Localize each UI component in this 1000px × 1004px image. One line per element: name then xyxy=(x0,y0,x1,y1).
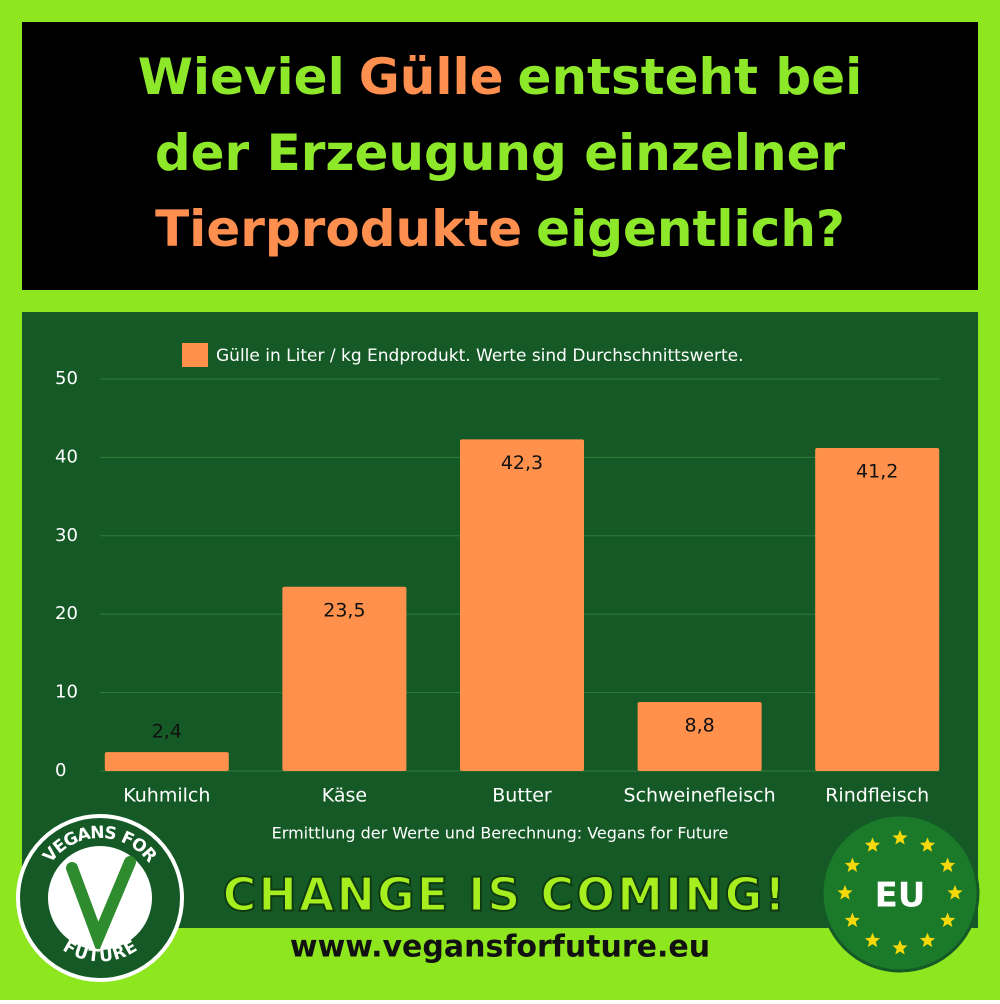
title-segment: der Erzeugung einzelner xyxy=(155,124,846,182)
value-label: 23,5 xyxy=(323,599,365,621)
x-tick-label: Käse xyxy=(322,785,367,807)
bar xyxy=(282,586,407,771)
title-box xyxy=(22,22,978,290)
y-tick-label: 0 xyxy=(55,760,66,781)
star xyxy=(940,912,956,927)
bar xyxy=(637,702,762,771)
value-label: 41,2 xyxy=(856,460,898,482)
title-segment: entsteht bei xyxy=(518,48,863,106)
url: www.vegansforfuture.eu xyxy=(290,930,710,965)
title: Wieviel Gülle entsteht bei der Erzeugung ei… xyxy=(138,48,863,258)
star xyxy=(864,837,881,852)
star xyxy=(919,837,936,852)
chart: 0 10 20 30 40 50 Gülle in Liter / kg Endproduk… xyxy=(55,343,940,807)
title-segment: Wieviel xyxy=(138,48,345,106)
star xyxy=(947,885,963,900)
slogan: CHANGE IS COMING! xyxy=(223,868,788,922)
title-segment: Gülle xyxy=(359,48,504,106)
y-tick-label: 10 xyxy=(55,682,78,703)
value-label: 42,3 xyxy=(501,452,543,474)
legend-swatch xyxy=(182,343,208,367)
eu-badge: EU xyxy=(820,813,980,973)
title-line: Tierprodukte eigentlich? xyxy=(155,200,845,258)
y-tick-label: 50 xyxy=(55,368,78,389)
bar xyxy=(815,447,940,771)
bar xyxy=(104,752,229,771)
star xyxy=(864,932,881,948)
title-segment: eigentlich? xyxy=(536,200,845,258)
x-tick-label: Rindfleisch xyxy=(825,785,929,807)
star xyxy=(844,912,860,927)
value-label: 8,8 xyxy=(684,715,714,737)
badge-text: EU xyxy=(875,876,926,916)
x-tick-label: Butter xyxy=(492,785,552,807)
legend-label: Gülle in Liter / kg Endprodukt. Werte si… xyxy=(216,346,744,366)
vegans-logo: VEGANS FOR FUTURE xyxy=(16,814,184,982)
value-label: 2,4 xyxy=(152,721,182,743)
star xyxy=(892,830,908,845)
star xyxy=(940,857,956,872)
badge-circle xyxy=(820,813,980,973)
star xyxy=(892,940,908,955)
title-line: der Erzeugung einzelner xyxy=(155,124,846,182)
y-tick-label: 40 xyxy=(55,446,78,467)
title-segment: Tierprodukte xyxy=(155,200,522,258)
bar xyxy=(460,439,584,771)
source-note: Ermittlung der Werte und Berechnung: Veg… xyxy=(272,824,729,843)
star xyxy=(837,885,853,900)
x-tick-label: Schweinefleisch xyxy=(624,785,776,807)
title-line: Wieviel Gülle entsteht bei xyxy=(138,48,863,106)
x-tick-label: Kuhmilch xyxy=(123,785,210,807)
y-tick-label: 30 xyxy=(55,525,78,546)
y-tick-label: 20 xyxy=(55,603,78,624)
star xyxy=(919,932,936,948)
star xyxy=(844,857,860,872)
logo-v xyxy=(66,856,136,955)
